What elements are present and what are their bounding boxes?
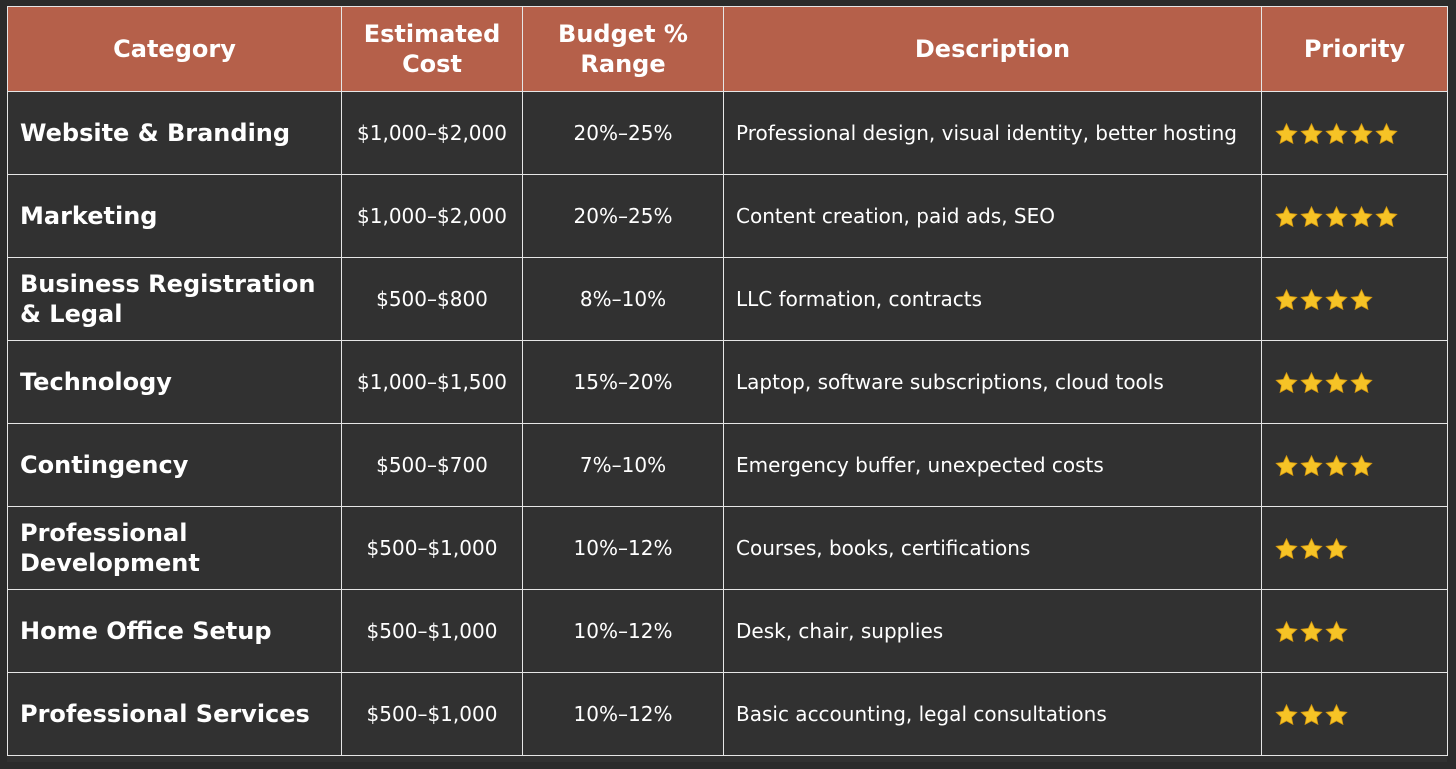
table-row: Professional Development $500–$1,000 10%… [7,506,1448,590]
star-icon [1325,205,1348,227]
cell-estimated-cost: $500–$1,000 [341,589,523,673]
star-icon [1300,537,1323,559]
star-icon [1275,703,1298,725]
star-icon [1325,371,1348,393]
header-priority: Priority [1261,6,1448,92]
cell-priority [1261,423,1448,507]
header-row: Category Estimated Cost Budget % Range D… [7,6,1448,92]
priority-stars [1274,537,1349,561]
budget-table-container: Category Estimated Cost Budget % Range D… [7,6,1448,762]
table-row: Professional Services $500–$1,000 10%–12… [7,672,1448,756]
cell-budget-range: 8%–10% [522,257,724,341]
cell-estimated-cost: $500–$700 [341,423,523,507]
table-row: Home Office Setup $500–$1,000 10%–12% De… [7,589,1448,673]
star-icon [1275,454,1298,476]
cell-category: Marketing [7,174,342,258]
star-icon [1300,703,1323,725]
star-icon [1350,288,1373,310]
cell-priority [1261,672,1448,756]
star-icon [1325,537,1348,559]
cell-description: Laptop, software subscriptions, cloud to… [723,340,1262,424]
star-icon [1350,371,1373,393]
cell-estimated-cost: $1,000–$1,500 [341,340,523,424]
cell-budget-range: 7%–10% [522,423,724,507]
cell-priority [1261,506,1448,590]
star-icon [1275,205,1298,227]
cell-budget-range: 10%–12% [522,506,724,590]
star-icon [1300,620,1323,642]
star-icon [1325,620,1348,642]
cell-category: Website & Branding [7,91,342,175]
cell-budget-range: 10%–12% [522,672,724,756]
cell-priority [1261,174,1448,258]
star-icon [1350,122,1373,144]
cell-description: Courses, books, certifications [723,506,1262,590]
table-row: Website & Branding $1,000–$2,000 20%–25%… [7,91,1448,175]
star-icon [1275,371,1298,393]
cell-estimated-cost: $500–$1,000 [341,672,523,756]
budget-table: Category Estimated Cost Budget % Range D… [7,6,1448,756]
priority-stars [1274,205,1399,229]
cell-category: Home Office Setup [7,589,342,673]
cell-description: Professional design, visual identity, be… [723,91,1262,175]
priority-stars [1274,703,1349,727]
cell-estimated-cost: $500–$1,000 [341,506,523,590]
priority-stars [1274,371,1374,395]
cell-budget-range: 20%–25% [522,91,724,175]
star-icon [1350,205,1373,227]
star-icon [1325,703,1348,725]
star-icon [1325,454,1348,476]
cell-description: Emergency buffer, unexpected costs [723,423,1262,507]
star-icon [1275,620,1298,642]
star-icon [1375,205,1398,227]
table-row: Business Registration & Legal $500–$800 … [7,257,1448,341]
cell-budget-range: 10%–12% [522,589,724,673]
cell-description: LLC formation, contracts [723,257,1262,341]
cell-description: Content creation, paid ads, SEO [723,174,1262,258]
star-icon [1325,122,1348,144]
star-icon [1300,454,1323,476]
cell-priority [1261,340,1448,424]
cell-category: Contingency [7,423,342,507]
cell-description: Basic accounting, legal consultations [723,672,1262,756]
cell-priority [1261,91,1448,175]
table-row: Marketing $1,000–$2,000 20%–25% Content … [7,174,1448,258]
cell-budget-range: 15%–20% [522,340,724,424]
header-estimated-cost: Estimated Cost [341,6,523,92]
priority-stars [1274,454,1374,478]
cell-estimated-cost: $1,000–$2,000 [341,91,523,175]
star-icon [1350,454,1373,476]
cell-priority [1261,589,1448,673]
star-icon [1375,122,1398,144]
star-icon [1325,288,1348,310]
header-budget-range: Budget % Range [522,6,724,92]
cell-priority [1261,257,1448,341]
star-icon [1275,288,1298,310]
priority-stars [1274,122,1399,146]
cell-category: Business Registration & Legal [7,257,342,341]
priority-stars [1274,288,1374,312]
cell-budget-range: 20%–25% [522,174,724,258]
table-row: Technology $1,000–$1,500 15%–20% Laptop,… [7,340,1448,424]
star-icon [1300,205,1323,227]
cell-category: Professional Services [7,672,342,756]
table-body: Website & Branding $1,000–$2,000 20%–25%… [7,91,1448,756]
cell-estimated-cost: $500–$800 [341,257,523,341]
header-description: Description [723,6,1262,92]
table-header: Category Estimated Cost Budget % Range D… [7,6,1448,92]
cell-estimated-cost: $1,000–$2,000 [341,174,523,258]
priority-stars [1274,620,1349,644]
header-category: Category [7,6,342,92]
cell-category: Technology [7,340,342,424]
cell-category: Professional Development [7,506,342,590]
star-icon [1300,371,1323,393]
star-icon [1300,122,1323,144]
cell-description: Desk, chair, supplies [723,589,1262,673]
star-icon [1275,122,1298,144]
table-row: Contingency $500–$700 7%–10% Emergency b… [7,423,1448,507]
star-icon [1275,537,1298,559]
star-icon [1300,288,1323,310]
